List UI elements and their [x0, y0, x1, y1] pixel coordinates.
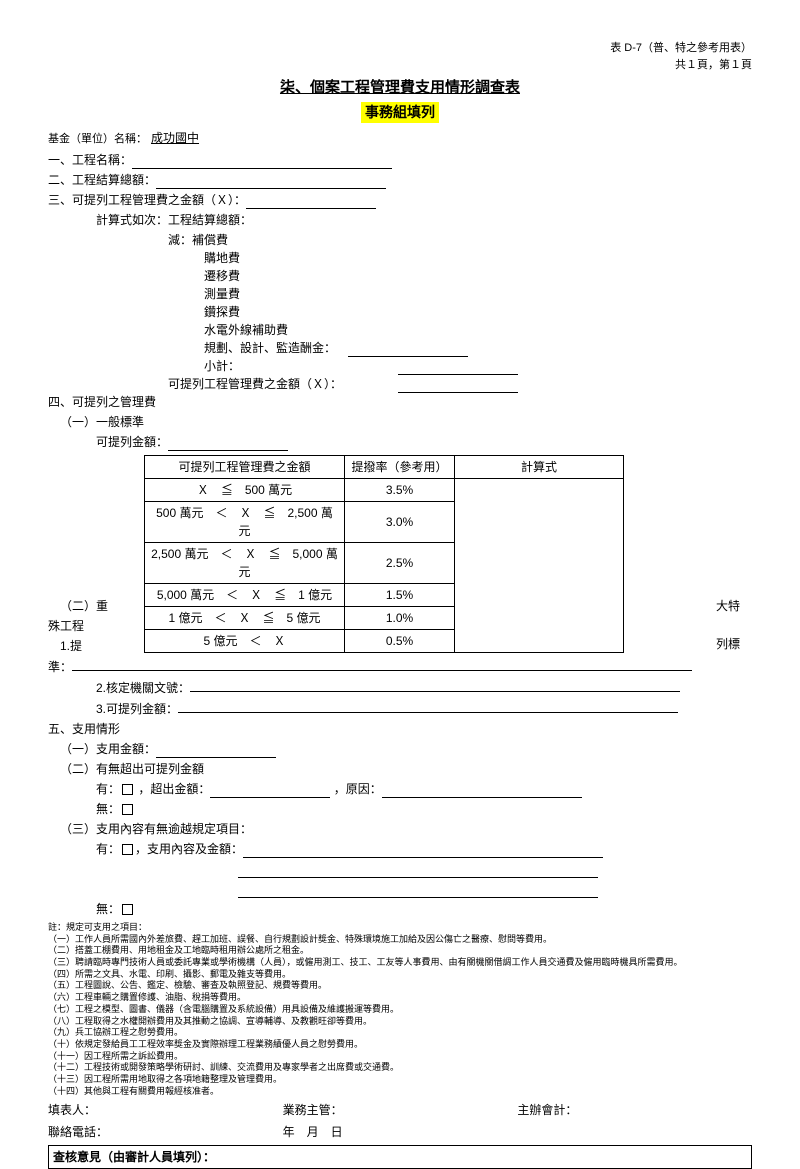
- sig-tel: 聯絡電話：: [48, 1123, 283, 1141]
- s5b-reason: ，原因：: [334, 782, 382, 796]
- s5b-y-pre: 有：: [96, 782, 120, 796]
- calc-l4: 鑽探費: [168, 303, 348, 321]
- s4b-field3[interactable]: [178, 699, 678, 713]
- table-row: Ｘ ≦ 500 萬元3.5%: [145, 479, 624, 502]
- chk-exceed-yes[interactable]: [122, 784, 133, 795]
- s4b-l2: 2.核定機關文號：: [96, 681, 190, 695]
- notes-head: 註：規定可支用之項目：: [48, 922, 752, 934]
- s5c-y-pre: 有：: [96, 842, 120, 856]
- s4b-field1[interactable]: [72, 657, 692, 671]
- sig-accountant: 主辦會計：: [517, 1101, 752, 1119]
- calc-l2: 遷移費: [168, 267, 348, 285]
- s5c: （三）支用內容有無逾越規定項目：: [48, 820, 752, 838]
- calc-l1: 購地費: [168, 249, 348, 267]
- page-title: 柒、個案工程管理費支用情形調查表: [48, 77, 752, 100]
- th-calc: 計算式: [455, 456, 624, 479]
- calc-field-7[interactable]: [398, 361, 518, 375]
- rate-table: 可提列工程管理費之金額 提撥率（參考用） 計算式 Ｘ ≦ 500 萬元3.5% …: [144, 455, 624, 653]
- audit-box: 查核意見（由審計人員填列）：: [48, 1145, 752, 1169]
- s3-field[interactable]: [246, 195, 376, 209]
- s2-label: 二、工程結算總額：: [48, 173, 156, 187]
- s5b-y: ，超出金額：: [138, 782, 210, 796]
- s5b-reason-field[interactable]: [382, 784, 582, 798]
- s5c-field1[interactable]: [243, 844, 603, 858]
- s5-label: 五、支用情形: [48, 720, 752, 738]
- chk-exceed-no[interactable]: [122, 804, 133, 815]
- calc-l7: 小計：: [168, 357, 348, 375]
- s4-label: 四、可提列之管理費: [48, 393, 752, 411]
- calc-field-8[interactable]: [398, 379, 518, 393]
- calc-l6: 規劃、設計、監造酬金：: [168, 339, 348, 357]
- s4-sub1a: 可提列金額：: [96, 435, 168, 449]
- s4b-l3: 3.可提列金額：: [96, 702, 178, 716]
- page-info: 共１頁，第１頁: [48, 57, 752, 74]
- sig-supervisor: 業務主管：: [283, 1101, 518, 1119]
- s4b-field2[interactable]: [190, 678, 680, 692]
- s5c-y: ，支用內容及金額：: [135, 842, 243, 856]
- s4-sub1a-field[interactable]: [168, 437, 288, 451]
- s5b-n-pre: 無：: [96, 802, 120, 816]
- calc-l3: 測量費: [168, 285, 348, 303]
- s5b-amt[interactable]: [210, 784, 330, 798]
- s5a-field[interactable]: [156, 744, 276, 758]
- s2-field[interactable]: [156, 175, 386, 189]
- s5c-n-pre: 無：: [96, 902, 120, 916]
- org-label: 基金（單位）名稱：: [48, 131, 147, 148]
- s5c-field2[interactable]: [238, 864, 598, 878]
- calc-l8: 可提列工程管理費之金額（Ｘ）：: [168, 375, 398, 393]
- ref-code: 表 D-7（普、特之參考用表）: [48, 40, 752, 57]
- s5b: （二）有無超出可提列金額: [48, 760, 752, 778]
- s3-label: 三、可提列工程管理費之金額（Ｘ）：: [48, 193, 246, 207]
- th-range: 可提列工程管理費之金額: [145, 456, 345, 479]
- s5c-field3[interactable]: [238, 884, 598, 898]
- calc-l0: 減：補償費: [168, 231, 348, 249]
- s4b-after: 準：: [48, 660, 72, 674]
- s4-sub1: （一）一般標準: [48, 413, 752, 431]
- calc-field-6[interactable]: [348, 343, 468, 357]
- th-rate: 提撥率（參考用）: [345, 456, 455, 479]
- calc-head: 計算式如次：工程結算總額：: [48, 211, 752, 229]
- sig-filler: 填表人：: [48, 1101, 283, 1119]
- s1-field[interactable]: [132, 155, 392, 169]
- chk-over-no[interactable]: [122, 904, 133, 915]
- s5a: （一）支用金額：: [60, 742, 156, 756]
- subtitle-highlight: 事務組填列: [361, 102, 439, 123]
- chk-over-yes[interactable]: [122, 844, 133, 855]
- notes-block: 註：規定可支用之項目： （一）工作人員所需國內外差旅費、趕工加班、誤餐、自行規劃…: [48, 922, 752, 1097]
- org-name: 成功國中: [151, 129, 199, 147]
- calc-l5: 水電外線補助費: [168, 321, 348, 339]
- sig-date: 年 月 日: [283, 1123, 518, 1141]
- s1-label: 一、工程名稱：: [48, 153, 132, 167]
